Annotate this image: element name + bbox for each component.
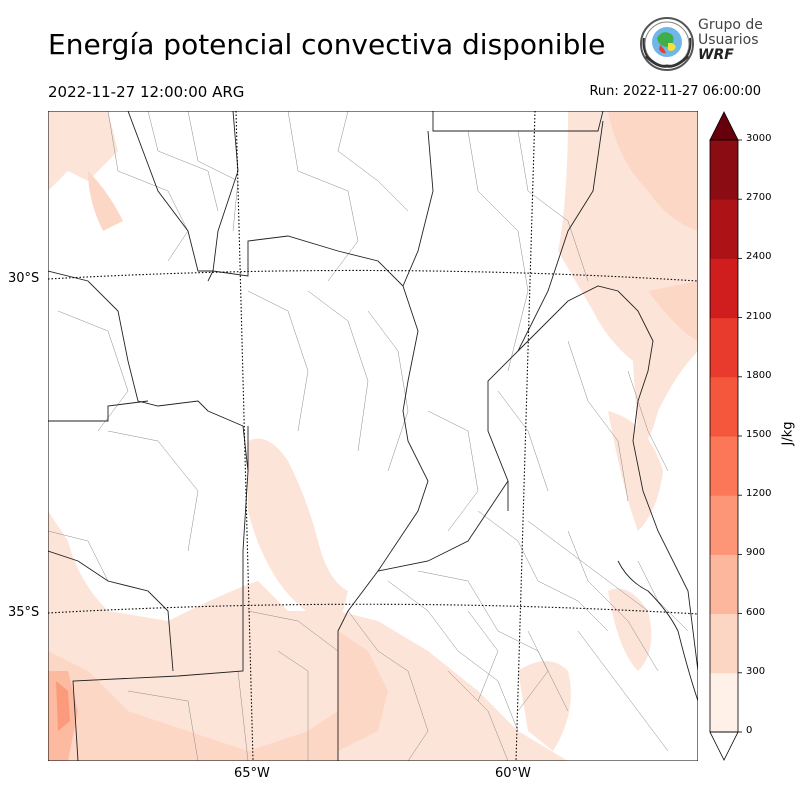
longitude-label-65w: 65°W xyxy=(234,766,270,781)
logo-line-2: Usuarios xyxy=(698,32,759,48)
colorbar-segment xyxy=(710,495,738,555)
colorbar-tick-label: 2400 xyxy=(746,251,772,263)
coastline xyxy=(617,560,698,761)
latitude-line-35s xyxy=(48,603,698,615)
colorbar-tick-label: 900 xyxy=(746,547,766,559)
wrf-users-group-logo: Grupo de Usuarios WRF xyxy=(638,16,768,72)
map-title: Energía potencial convectiva disponible xyxy=(48,28,606,61)
cape-shading xyxy=(48,111,698,761)
colorbar-tick-label: 1200 xyxy=(746,488,772,500)
latitude-label-35s: 35°S xyxy=(8,605,40,620)
colorbar-tick-label: 300 xyxy=(746,665,766,677)
colorbar-tick-label: 2100 xyxy=(746,310,772,322)
latitude-line-30s xyxy=(48,269,698,282)
latitude-label-30s: 30°S xyxy=(8,271,40,286)
valid-time-label: 2022-11-27 12:00:00 ARG xyxy=(48,83,245,101)
colorbar-extend-min xyxy=(709,731,739,761)
department-boundaries xyxy=(48,111,689,761)
logo-wordmark: Grupo de Usuarios WRF xyxy=(698,18,763,63)
logo-line-1: Grupo de xyxy=(698,17,763,33)
colorbar-tick-label: 600 xyxy=(746,606,766,618)
colorbar-segment xyxy=(710,376,738,437)
colorbar-tick-label: 0 xyxy=(746,725,753,736)
colorbar-segment xyxy=(710,199,738,259)
logo-line-3: WRF xyxy=(698,47,734,63)
colorbar-segment xyxy=(710,140,738,200)
colorbar-tick-label: 1500 xyxy=(746,429,772,440)
colorbar-segment xyxy=(710,613,738,674)
colorbar-segment xyxy=(710,258,738,319)
graticule xyxy=(48,111,698,761)
colorbar-unit-label: J/kg xyxy=(780,421,796,446)
colorbar-segment xyxy=(710,436,738,496)
colorbar-tick-label: 3000 xyxy=(746,133,772,144)
longitude-label-60w: 60°W xyxy=(495,766,531,781)
colorbar-tick-label: 2700 xyxy=(746,192,772,204)
wrf-globe-emblem-icon xyxy=(640,17,694,71)
colorbar-segment xyxy=(710,554,738,615)
cape-map xyxy=(48,111,698,761)
colorbar xyxy=(709,111,742,761)
colorbar-segment xyxy=(710,317,738,378)
colorbar-segment xyxy=(710,672,738,733)
colorbar-tick-label: 1800 xyxy=(746,369,772,381)
run-time-label: Run: 2022-11-27 06:00:00 xyxy=(589,84,761,99)
province-boundaries xyxy=(48,111,698,761)
colorbar-extend-max xyxy=(709,111,739,141)
